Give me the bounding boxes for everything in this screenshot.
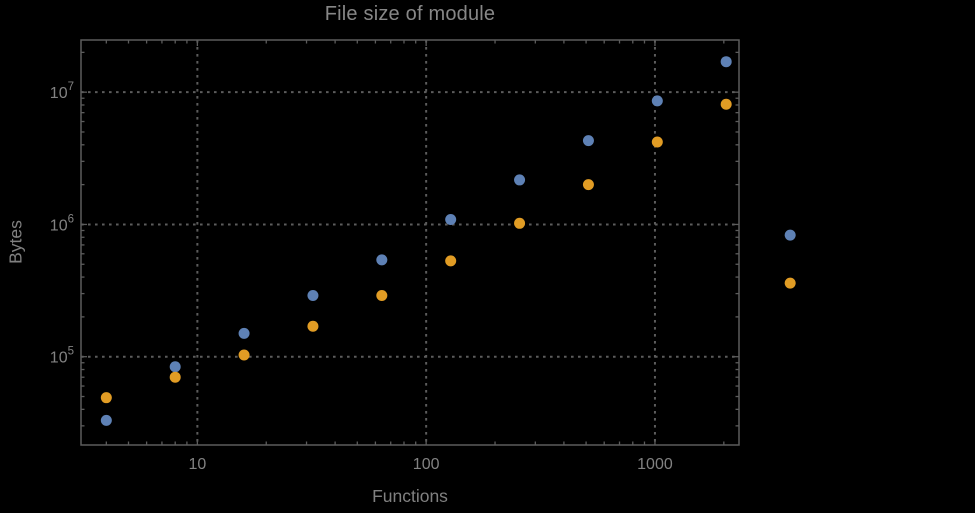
x-axis-title: Functions — [372, 486, 448, 506]
data-point-series-2-orange — [238, 349, 250, 361]
data-point-series-2-orange — [651, 136, 663, 148]
y-axis-title: Bytes — [5, 220, 26, 264]
data-point-series-2-orange — [514, 217, 526, 229]
data-point-series-1-blue — [238, 327, 250, 339]
data-point-series-2-orange — [445, 255, 457, 267]
data-point-series-1-blue — [582, 135, 594, 147]
data-point-series-1-blue — [100, 414, 112, 426]
data-point-series-2-orange — [720, 98, 732, 110]
data-point-series-1-blue — [169, 361, 181, 373]
data-point-series-2-orange — [376, 290, 388, 302]
data-point-series-1-blue — [307, 290, 319, 302]
y-tick-label: 105 — [50, 346, 74, 367]
data-point-series-1-blue — [651, 95, 663, 107]
data-point-series-2-orange — [169, 371, 181, 383]
chart-title: File size of module — [324, 3, 496, 25]
y-tick-label: 107 — [50, 81, 74, 102]
data-point-series-1-blue — [445, 213, 457, 225]
data-point-series-2-orange — [100, 392, 112, 404]
x-tick-label: 10 — [188, 456, 206, 473]
x-tick-label: 100 — [413, 456, 440, 473]
data-point-series-2-orange — [307, 320, 319, 332]
data-point-series-2-orange — [784, 277, 796, 289]
data-point-series-1-blue — [720, 56, 732, 68]
data-point-series-1-blue — [514, 174, 526, 186]
data-point-series-1-blue — [376, 254, 388, 266]
x-tick-label: 1000 — [637, 456, 673, 473]
plot-frame — [80, 39, 740, 446]
data-point-series-2-orange — [582, 179, 594, 191]
y-tick-label: 106 — [50, 213, 74, 234]
data-point-series-1-blue — [784, 229, 796, 241]
